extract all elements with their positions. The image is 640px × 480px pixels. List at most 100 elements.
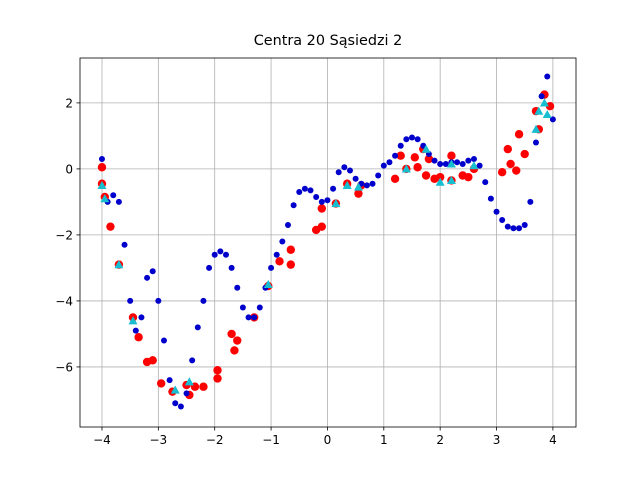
x-tick-label: 1 (380, 433, 388, 447)
point (532, 139, 539, 146)
triangle-marker (542, 109, 552, 119)
point (386, 159, 393, 166)
x-tick-label: −4 (93, 433, 111, 447)
point (520, 149, 529, 159)
point (211, 251, 218, 258)
triangle-marker (100, 194, 110, 203)
point (286, 245, 295, 254)
y-tick-label: 2 (65, 96, 73, 110)
point (251, 314, 258, 321)
point (506, 159, 515, 169)
point (275, 257, 284, 266)
x-tick-label: 2 (436, 433, 444, 447)
point (317, 222, 326, 231)
triangle-marker (401, 164, 411, 173)
point (110, 192, 117, 199)
axes-frame (79, 57, 577, 428)
point (447, 151, 456, 160)
point (413, 163, 422, 172)
point (464, 172, 473, 182)
y-tick-label: −2 (55, 228, 73, 242)
point (330, 185, 337, 192)
point (256, 304, 263, 311)
point (424, 154, 434, 164)
triangle-marker (446, 159, 456, 168)
triangle-marker (421, 144, 431, 153)
point (354, 189, 363, 198)
point (318, 198, 325, 205)
point (538, 93, 545, 100)
point (106, 222, 115, 231)
triangle-marker (531, 124, 541, 133)
point (403, 136, 410, 143)
triangle-marker (534, 106, 544, 115)
point (296, 189, 303, 196)
triangle-marker (128, 316, 138, 325)
point (410, 153, 419, 162)
point (465, 157, 472, 164)
point (421, 171, 431, 180)
point (268, 264, 275, 271)
y-tick-label: −6 (55, 360, 73, 374)
point (341, 164, 348, 171)
point (435, 172, 445, 182)
x-tick-label: 4 (549, 433, 557, 447)
point (166, 377, 173, 384)
point (545, 101, 555, 111)
point (375, 172, 382, 179)
point (459, 160, 466, 167)
triangle-marker (263, 279, 273, 289)
triangle-marker (342, 180, 352, 190)
chart-title: Centra 20 Sąsiedzi 2 (254, 33, 403, 49)
point (156, 379, 166, 388)
point (148, 356, 157, 365)
point (199, 382, 208, 391)
point (363, 182, 370, 189)
point (213, 374, 222, 383)
point (121, 241, 128, 248)
y-tick-label: −4 (55, 294, 73, 308)
point (284, 222, 291, 229)
point (301, 185, 308, 192)
point (227, 329, 236, 339)
point (397, 142, 404, 149)
point (454, 159, 461, 166)
point (144, 274, 151, 281)
point (437, 160, 444, 167)
point (514, 130, 524, 139)
point (503, 144, 512, 154)
x-tick-label: 0 (324, 433, 332, 447)
point (482, 179, 489, 186)
triangle-marker (435, 177, 445, 186)
point (97, 163, 107, 172)
point (206, 264, 213, 271)
triangle-marker (539, 98, 549, 107)
point (230, 346, 239, 355)
point (493, 208, 500, 215)
point (352, 175, 359, 182)
point (132, 327, 139, 334)
point (335, 169, 342, 176)
point (213, 366, 222, 375)
point (234, 284, 241, 291)
point (177, 403, 184, 410)
point (279, 238, 286, 245)
x-tick-label: −2 (206, 433, 224, 447)
point (172, 400, 179, 407)
point (115, 198, 122, 205)
point (239, 304, 246, 311)
point (317, 204, 326, 213)
triangle-marker (97, 180, 107, 190)
triangle-marker (353, 182, 363, 191)
point (149, 268, 156, 275)
point (155, 297, 162, 304)
point (527, 198, 534, 205)
point (273, 251, 280, 258)
triangle-marker (446, 175, 456, 185)
point (286, 260, 295, 269)
point (414, 136, 421, 143)
point (396, 151, 405, 160)
point (189, 357, 196, 364)
point (324, 197, 331, 204)
